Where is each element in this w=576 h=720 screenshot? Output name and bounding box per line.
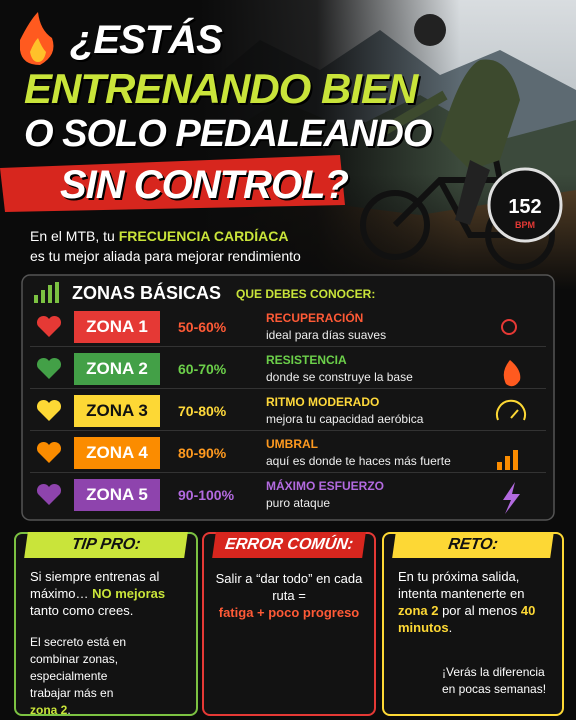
zone-label: UMBRAL: [266, 437, 318, 451]
highlight: fatiga + poco progreso: [218, 605, 360, 620]
zone-label: RITMO MODERADO: [266, 395, 380, 409]
text: .: [67, 703, 71, 717]
zone-label: MÁXIMO ESFUERZO: [266, 479, 385, 493]
intro-text: En el MTB, tu: [30, 228, 119, 244]
zone-row: ZONA 1 50-60% RECUPERACIÓN ideal para días …: [30, 308, 546, 347]
challenge-text: En tu próxima salida, intenta mantenerte…: [398, 568, 548, 636]
heart-icon: [36, 399, 62, 421]
title-line: SIN CONTROL?: [60, 163, 349, 207]
error-text: Salir a “dar todo” en cada ruta = fatiga …: [212, 570, 366, 621]
highlight: NO mejoras: [92, 586, 166, 601]
bpm-value: 152: [508, 196, 542, 218]
error-box: ERROR COMÚN: Salir a “dar todo” en cada …: [202, 532, 376, 716]
intro: En el MTB, tu FRECUENCIA CARDÍACA es tu …: [30, 226, 330, 266]
highlight: zona 2: [398, 603, 439, 618]
intro-text: es tu mejor aliada para mejorar rendimie…: [30, 248, 301, 264]
bpm-unit: BPM: [515, 220, 535, 230]
text: tanto como crees.: [30, 603, 134, 618]
zone-description: aquí es donde te haces más fuerte: [266, 454, 451, 468]
challenge-extra: ¡Verás la diferencia en pocas semanas!: [442, 665, 547, 696]
title-line: ¿ESTÁS: [70, 18, 223, 62]
zone-name: ZONA 3: [74, 395, 160, 427]
zone-label: RESISTENCIA: [266, 353, 347, 367]
zones-title: ZONAS BÁSICAS: [72, 283, 222, 303]
zone-name: ZONA 2: [74, 353, 160, 385]
highlight: zona 2: [30, 703, 68, 717]
zone-description: puro ataque: [266, 496, 331, 510]
zone-name: ZONA 5: [74, 479, 160, 511]
title-line: ENTRENANDO BIEN: [24, 65, 418, 112]
highlight: 40 minutos: [398, 603, 536, 635]
challenge-box: RETO: En tu próxima salida, intenta mant…: [382, 532, 564, 716]
error-title: ERROR COMÚN:: [212, 532, 366, 558]
heart-icon: [36, 483, 62, 505]
zone-row: ZONA 5 90-100% MÁXIMO ESFUERZO puro ataque: [30, 476, 546, 514]
text: Si siempre entrenas al máximo…: [30, 569, 160, 601]
heart-icon: [36, 357, 62, 379]
challenge-title: RETO:: [392, 532, 554, 558]
zone-description: donde se construye la base: [266, 370, 413, 384]
text: En tu próxima salida, intenta mantenerte…: [398, 569, 525, 601]
zone-range: 80-90%: [178, 445, 227, 461]
title-line: O SOLO PEDALEANDO: [24, 113, 432, 155]
zone-range: 90-100%: [178, 487, 235, 503]
zone-row: ZONA 3 70-80% RITMO MODERADO mejora tu capa…: [30, 392, 546, 431]
heart-icon: [36, 441, 62, 463]
zone-description: ideal para días suaves: [266, 328, 387, 342]
zones-subtitle: QUE DEBES CONOCER:: [236, 287, 376, 301]
text: Salir a “dar todo” en cada ruta =: [215, 571, 363, 603]
zone-range: 60-70%: [178, 361, 227, 377]
tip-title: TIP PRO:: [24, 532, 188, 558]
intro-highlight: FRECUENCIA CARDÍACA: [118, 228, 289, 244]
tip-text: Si siempre entrenas al máximo… NO mejora…: [30, 568, 190, 619]
text: .: [448, 620, 453, 635]
zone-description: mejora tu capacidad aeróbica: [266, 412, 424, 426]
tip-box: TIP PRO: Si siempre entrenas al máximo… …: [14, 532, 198, 719]
zone-name: ZONA 1: [74, 311, 160, 343]
zone-label: RECUPERACIÓN: [266, 311, 364, 325]
zone-range: 70-80%: [178, 403, 227, 419]
heart-icon: [36, 315, 62, 337]
text: por al menos: [438, 603, 521, 618]
zone-range: 50-60%: [178, 319, 227, 335]
tip-extra: El secreto está en combinar zonas, espec…: [30, 634, 138, 719]
text: El secreto está en combinar zonas, espec…: [30, 635, 127, 700]
zone-row: ZONA 2 60-70% RESISTENCIA donde se construy…: [30, 350, 546, 389]
zone-name: ZONA 4: [74, 437, 160, 469]
zone-row: ZONA 4 80-90% UMBRAL aquí es donde te haces…: [30, 434, 546, 473]
